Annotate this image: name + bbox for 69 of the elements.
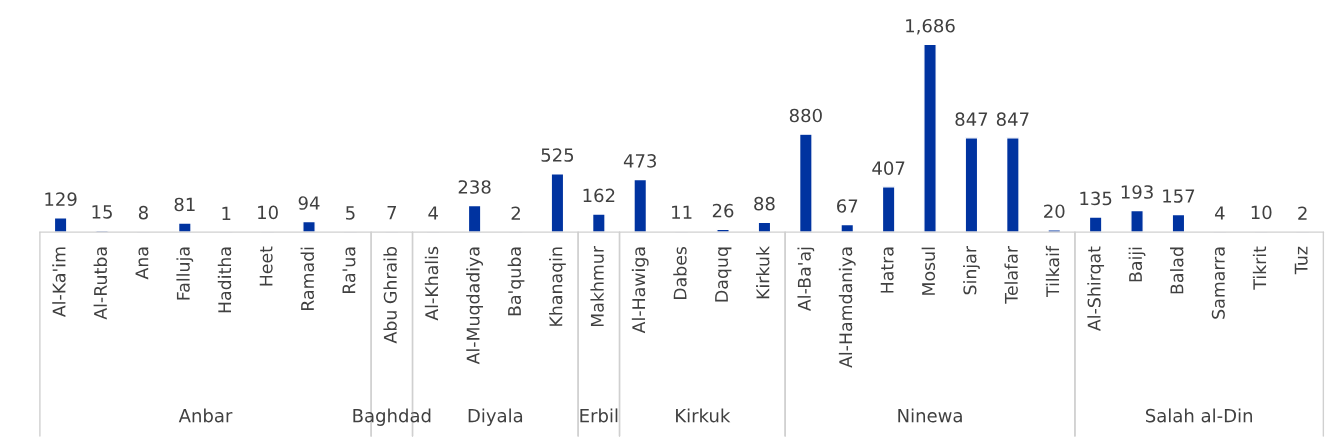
data-label: 81 — [174, 197, 195, 212]
x-tick-label: Falluja — [176, 247, 194, 300]
x-tick-label: Tuz — [1294, 246, 1308, 275]
data-label: 238 — [458, 180, 491, 194]
x-tick-label: Tilkaif — [1045, 245, 1060, 298]
text: Baghdad — [353, 408, 431, 426]
x-tick-label: Ramadi — [300, 247, 315, 311]
data-label: 5 — [346, 206, 355, 220]
data-label: 1 — [222, 206, 231, 220]
x-tick-label: Balad — [1170, 247, 1184, 294]
data-label: 8 — [138, 205, 148, 220]
x-tick-label: Baiji — [1128, 247, 1146, 282]
text: Erbil — [580, 408, 618, 423]
data-label: 129 — [45, 192, 77, 206]
x-tick-label: Ana — [135, 247, 149, 280]
data-label: 407 — [872, 161, 905, 175]
x-tick-label: Daquq — [715, 247, 732, 302]
data-label: 162 — [583, 188, 615, 203]
x-tick-label: Al-Ba'aj — [797, 247, 815, 312]
data-label: 847 — [996, 112, 1029, 127]
x-tick-label: Samarra — [1211, 247, 1225, 319]
x-tick-label: Sinjar — [963, 246, 980, 295]
text: Ninewa — [898, 408, 962, 423]
text: Salah al-Din — [1145, 408, 1252, 423]
data-label: 1,686 — [906, 18, 955, 35]
text: Kirkuk — [676, 408, 731, 423]
x-tick-label: Hatra — [880, 247, 894, 293]
x-tick-label: Al-Hamdaniya — [838, 247, 856, 368]
x-tick-label: Telafar — [1004, 246, 1018, 304]
data-label: 880 — [789, 108, 822, 123]
data-label: 157 — [1163, 189, 1195, 203]
x-tick-label: Al-Ka'im — [52, 247, 66, 318]
data-label: 135 — [1080, 191, 1112, 206]
x-tick-label: Al-Hawiga — [631, 247, 649, 334]
x-tick-label: Al-Shirqat — [1087, 246, 1105, 331]
data-label: 525 — [541, 148, 574, 162]
x-tick-label: Makhmur — [590, 246, 604, 327]
x-tick-label: Mosul — [921, 247, 936, 295]
data-label: 847 — [955, 112, 988, 127]
data-label: 15 — [92, 205, 112, 219]
x-tick-label: Tikrit — [1252, 246, 1267, 290]
data-label: 67 — [837, 199, 858, 213]
data-label: 10 — [258, 205, 278, 220]
data-label: 88 — [754, 196, 775, 211]
x-tick-label: Khanaqin — [549, 247, 566, 326]
data-label: 26 — [712, 203, 734, 218]
x-tick-label: Heet — [259, 246, 273, 286]
x-tick-label: Al-Khalis — [424, 246, 439, 321]
data-label: 4 — [428, 206, 438, 220]
data-label: 20 — [1044, 204, 1065, 219]
data-label: 2 — [511, 206, 520, 220]
data-label: 2 — [1298, 206, 1307, 220]
data-label: 473 — [623, 153, 657, 168]
data-label: 11 — [672, 205, 692, 219]
text: Anbar — [178, 408, 233, 423]
x-tick-label: Kirkuk — [756, 246, 770, 299]
x-tick-label: Abu Ghraib — [383, 246, 397, 344]
x-tick-label: Ra'ua — [342, 247, 356, 294]
x-tick-label: Al-Rutba — [93, 247, 108, 320]
text: Diyala — [468, 408, 523, 426]
data-label: 94 — [298, 196, 320, 210]
data-label: 4 — [1214, 206, 1225, 220]
x-tick-label: Dabes — [673, 246, 687, 300]
data-label: 10 — [1251, 205, 1272, 220]
x-tick-label: Al-Muqdadiya — [466, 247, 484, 365]
data-label: 7 — [387, 206, 397, 220]
data-label: 193 — [1121, 185, 1153, 199]
x-tick-label: Ba'quba — [507, 247, 525, 316]
x-tick-label: Haditha — [217, 247, 232, 313]
